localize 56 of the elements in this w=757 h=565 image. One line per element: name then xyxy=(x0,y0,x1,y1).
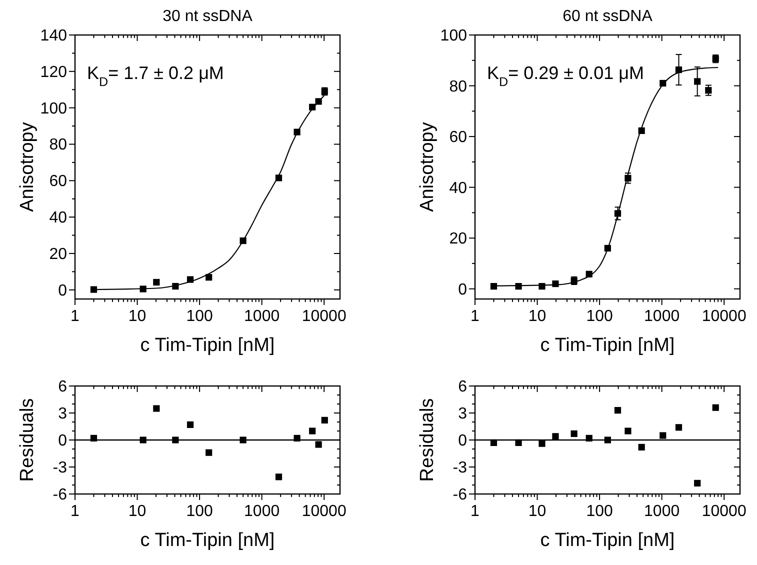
x-axis-title: c Tim-Tipin [nM] xyxy=(140,335,275,356)
y-tick-label: 40 xyxy=(49,210,68,227)
x-tick-label: 100 xyxy=(586,308,613,325)
y-tick-label: 0 xyxy=(58,282,68,300)
y-tick-label: 100 xyxy=(40,100,68,118)
y-tick-label: 100 xyxy=(440,28,468,44)
y-tick-label: 120 xyxy=(40,64,68,81)
x-axis-title: c Tim-Tipin [nM] xyxy=(540,335,675,356)
annotation: K$_{D}$= 0.29 ± 0.01 μM xyxy=(487,63,644,89)
y-tick-label: 0 xyxy=(58,432,68,450)
chart-title: 30 nt ssDNA xyxy=(162,8,253,25)
y-tick-label: 80 xyxy=(49,136,68,154)
x-tick-label: 100 xyxy=(186,308,213,325)
x-tick-label: 1000 xyxy=(644,503,680,520)
x-tick-label: 10 xyxy=(528,503,546,520)
y-tick-label: -3 xyxy=(452,460,468,476)
x-tick-label: 100 xyxy=(186,503,213,520)
y-axis-title: Anisotropy xyxy=(417,122,438,212)
y-tick-label: 20 xyxy=(449,230,468,248)
y-tick-label: 80 xyxy=(449,78,468,96)
y-tick-label: 40 xyxy=(449,180,468,197)
y-tick-label: 0 xyxy=(458,432,468,450)
y-tick-label: -6 xyxy=(52,486,68,504)
y-tick-label: 60 xyxy=(49,173,68,190)
x-tick-label: 10000 xyxy=(702,308,746,325)
y-tick-label: 20 xyxy=(49,246,68,263)
x-tick-label: 1 xyxy=(470,308,480,325)
x-tick-label: 1 xyxy=(70,308,80,325)
annotation: K$_{D}$= 1.7 ± 0.2 μM xyxy=(87,63,224,89)
x-tick-label: 100 xyxy=(586,503,613,520)
x-axis-title: c Tim-Tipin [nM] xyxy=(540,530,675,551)
y-tick-label: 0 xyxy=(458,281,468,298)
y-tick-label: -6 xyxy=(452,486,468,504)
x-tick-label: 10000 xyxy=(302,308,346,325)
y-axis-title: Residuals xyxy=(17,398,38,482)
y-tick-label: 60 xyxy=(449,129,468,146)
chart-title: 60 nt ssDNA xyxy=(562,8,653,25)
x-axis-title: c Tim-Tipin [nM] xyxy=(140,530,275,551)
y-tick-label: 3 xyxy=(458,406,468,422)
x-tick-label: 1000 xyxy=(644,308,680,325)
x-tick-label: 1 xyxy=(70,503,80,520)
y-tick-label: -3 xyxy=(52,460,68,476)
x-tick-label: 10000 xyxy=(302,503,346,520)
x-tick-label: 10 xyxy=(128,308,146,325)
y-axis-title: Residuals xyxy=(417,398,438,482)
y-tick-label: 6 xyxy=(58,378,68,396)
x-tick-label: 10 xyxy=(528,308,546,325)
x-tick-label: 1000 xyxy=(244,503,280,520)
y-axis-title: Anisotropy xyxy=(17,122,38,212)
y-tick-label: 140 xyxy=(40,28,68,44)
x-tick-label: 1 xyxy=(470,503,480,520)
y-tick-label: 6 xyxy=(458,378,468,396)
x-tick-label: 10 xyxy=(128,503,146,520)
x-tick-label: 10000 xyxy=(702,503,746,520)
y-tick-label: 3 xyxy=(58,406,68,422)
x-tick-label: 1000 xyxy=(244,308,280,325)
